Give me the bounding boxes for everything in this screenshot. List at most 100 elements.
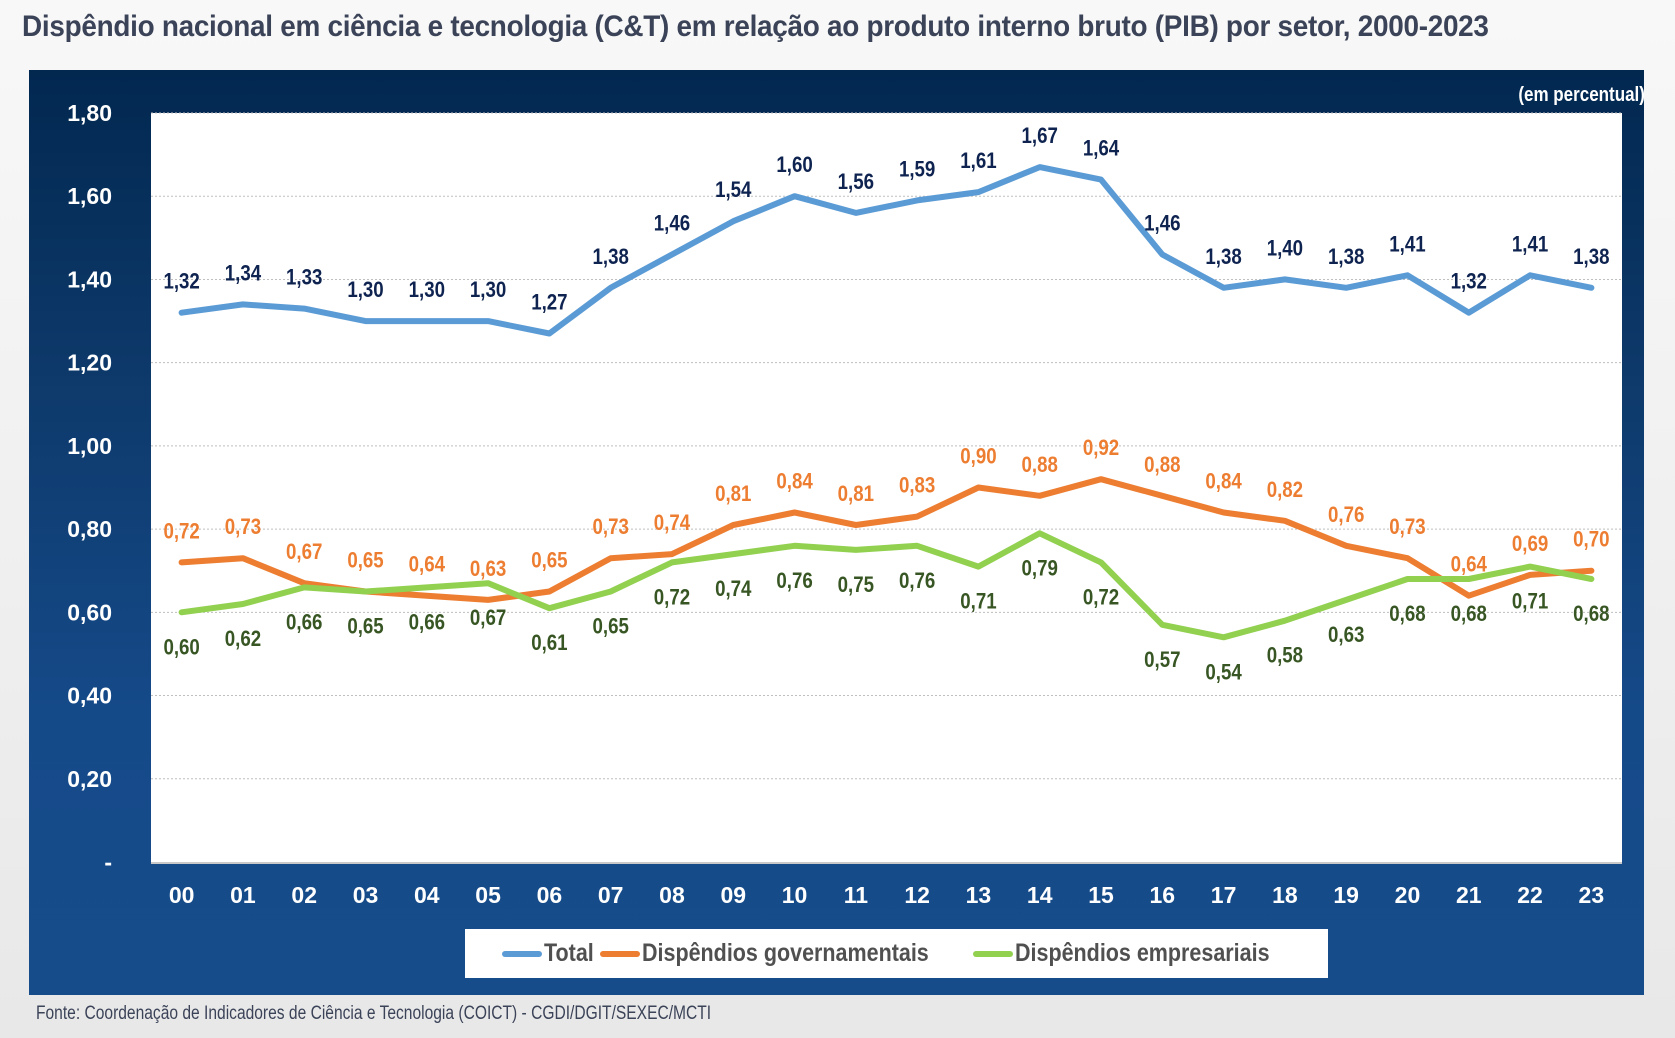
x-tick-label: 10 [782, 882, 808, 908]
y-tick-label: 1,40 [67, 266, 112, 292]
x-tick-label: 17 [1211, 882, 1237, 908]
x-tick-label: 22 [1517, 882, 1543, 908]
x-tick-label: 01 [230, 882, 256, 908]
data-label-total: 1,67 [1022, 125, 1058, 149]
y-tick-label: 0,80 [67, 516, 112, 542]
x-tick-label: 16 [1150, 882, 1176, 908]
data-label-emp: 0,68 [1389, 603, 1425, 627]
y-tick-label: 1,20 [67, 350, 112, 376]
data-label-total: 1,30 [409, 279, 445, 303]
data-label-gov: 0,70 [1573, 528, 1609, 552]
data-label-total: 1,38 [592, 245, 628, 269]
data-label-total: 1,60 [776, 154, 812, 178]
x-tick-label: 04 [414, 882, 440, 908]
x-tick-label: 09 [720, 882, 746, 908]
legend-swatch-total [501, 950, 542, 957]
y-tick-label: - [104, 849, 112, 875]
data-label-total: 1,61 [960, 150, 996, 174]
y-tick-label: 0,40 [67, 683, 112, 709]
y-tick-label: 0,60 [67, 599, 112, 625]
data-label-emp: 0,72 [654, 586, 690, 610]
data-label-gov: 0,84 [1205, 470, 1242, 494]
plot-area [151, 113, 1622, 862]
data-label-gov: 0,73 [225, 516, 261, 540]
data-label-gov: 0,64 [1451, 553, 1488, 577]
data-label-emp: 0,74 [715, 578, 752, 602]
data-label-emp: 0,66 [286, 611, 322, 635]
data-label-gov: 0,73 [1389, 516, 1425, 540]
series-line-total [178, 164, 1595, 337]
data-label-emp: 0,62 [225, 628, 261, 652]
data-label-emp: 0,61 [531, 632, 567, 656]
data-label-emp: 0,54 [1205, 661, 1242, 685]
x-axis-ticks: 00 01 02 03 04 05 06 07 08 09 10 11 12 13 14 15 16 17 18 19… [169, 882, 1604, 908]
data-label-gov: 0,73 [592, 516, 628, 540]
data-label-gov: 0,83 [899, 474, 935, 498]
data-label-emp: 0,71 [1512, 590, 1548, 614]
x-tick-label: 14 [1027, 882, 1053, 908]
x-tick-label: 12 [904, 882, 930, 908]
data-label-gov: 0,76 [1328, 503, 1364, 527]
x-tick-label: 03 [353, 882, 379, 908]
data-label-emp: 0,76 [899, 569, 935, 593]
data-label-emp: 0,58 [1267, 644, 1303, 668]
data-label-total: 1,30 [470, 279, 506, 303]
data-label-emp: 0,60 [163, 636, 199, 660]
legend-label: Dispêndios empresariais [1015, 939, 1270, 967]
series-lines [178, 164, 1595, 641]
x-tick-label: 23 [1579, 882, 1605, 908]
data-label-gov: 0,67 [286, 541, 322, 565]
data-label-total: 1,46 [654, 212, 690, 236]
legend-swatch-emp [973, 950, 1014, 957]
x-tick-label: 07 [598, 882, 624, 908]
data-label-emp: 0,65 [347, 615, 383, 639]
legend-swatch-gov [599, 950, 640, 957]
data-label-total: 1,32 [163, 270, 199, 294]
data-label-emp: 0,72 [1083, 586, 1119, 610]
x-tick-label: 05 [475, 882, 501, 908]
x-tick-label: 20 [1395, 882, 1421, 908]
data-label-emp: 0,71 [960, 590, 996, 614]
data-label-emp: 0,57 [1144, 648, 1180, 672]
data-label-emp: 0,68 [1451, 603, 1487, 627]
legend-item-emp[interactable]: Dispêndios empresariais [973, 939, 1291, 968]
legend-label: Dispêndios governamentais [641, 939, 929, 967]
data-label-gov: 0,88 [1144, 454, 1180, 478]
data-label-total: 1,41 [1512, 233, 1548, 257]
data-label-total: 1,27 [531, 291, 567, 315]
data-label-gov: 0,74 [654, 512, 691, 536]
data-label-total: 1,64 [1083, 137, 1120, 161]
data-label-emp: 0,76 [776, 569, 812, 593]
data-label-gov: 0,72 [163, 520, 199, 544]
data-label-total: 1,46 [1144, 212, 1180, 236]
data-label-emp: 0,68 [1573, 603, 1609, 627]
legend-label: Total [543, 939, 594, 967]
data-label-gov: 0,84 [776, 470, 813, 494]
y-axis-ticks: - 0,20 0,40 0,60 0,80 1,00 1,20 1,40 1,60 1,80 [67, 100, 112, 875]
legend: Total Dispêndios governamentais Dispêndi… [465, 929, 1328, 978]
x-tick-label: 15 [1088, 882, 1114, 908]
data-label-gov: 0,90 [960, 445, 996, 469]
y-tick-label: 1,80 [67, 100, 112, 126]
data-label-emp: 0,75 [838, 574, 874, 598]
data-label-emp: 0,79 [1022, 557, 1058, 581]
x-tick-label: 13 [966, 882, 992, 908]
data-label-gov: 0,65 [531, 549, 567, 573]
data-labels: 1,32 1,34 1,33 1,30 1,30 1,30 1,27 1,38 1,46 1,54… [163, 125, 1609, 685]
data-label-gov: 0,92 [1083, 437, 1119, 461]
data-label-gov: 0,88 [1022, 454, 1058, 478]
chart-title: Dispêndio nacional em ciência e tecnolog… [22, 10, 1489, 43]
source-note: Fonte: Coordenação de Indicadores de Ciê… [36, 1003, 712, 1024]
x-tick-label: 18 [1272, 882, 1298, 908]
data-label-emp: 0,67 [470, 607, 506, 631]
data-label-gov: 0,81 [838, 483, 874, 507]
data-label-total: 1,40 [1267, 237, 1303, 261]
x-tick-label: 19 [1333, 882, 1359, 908]
legend-item-total[interactable]: Total [501, 939, 594, 968]
data-label-gov: 0,65 [347, 549, 383, 573]
data-label-gov: 0,82 [1267, 478, 1303, 502]
data-label-total: 1,38 [1573, 245, 1609, 269]
data-label-emp: 0,66 [409, 611, 445, 635]
legend-item-gov[interactable]: Dispêndios governamentais [599, 939, 955, 968]
